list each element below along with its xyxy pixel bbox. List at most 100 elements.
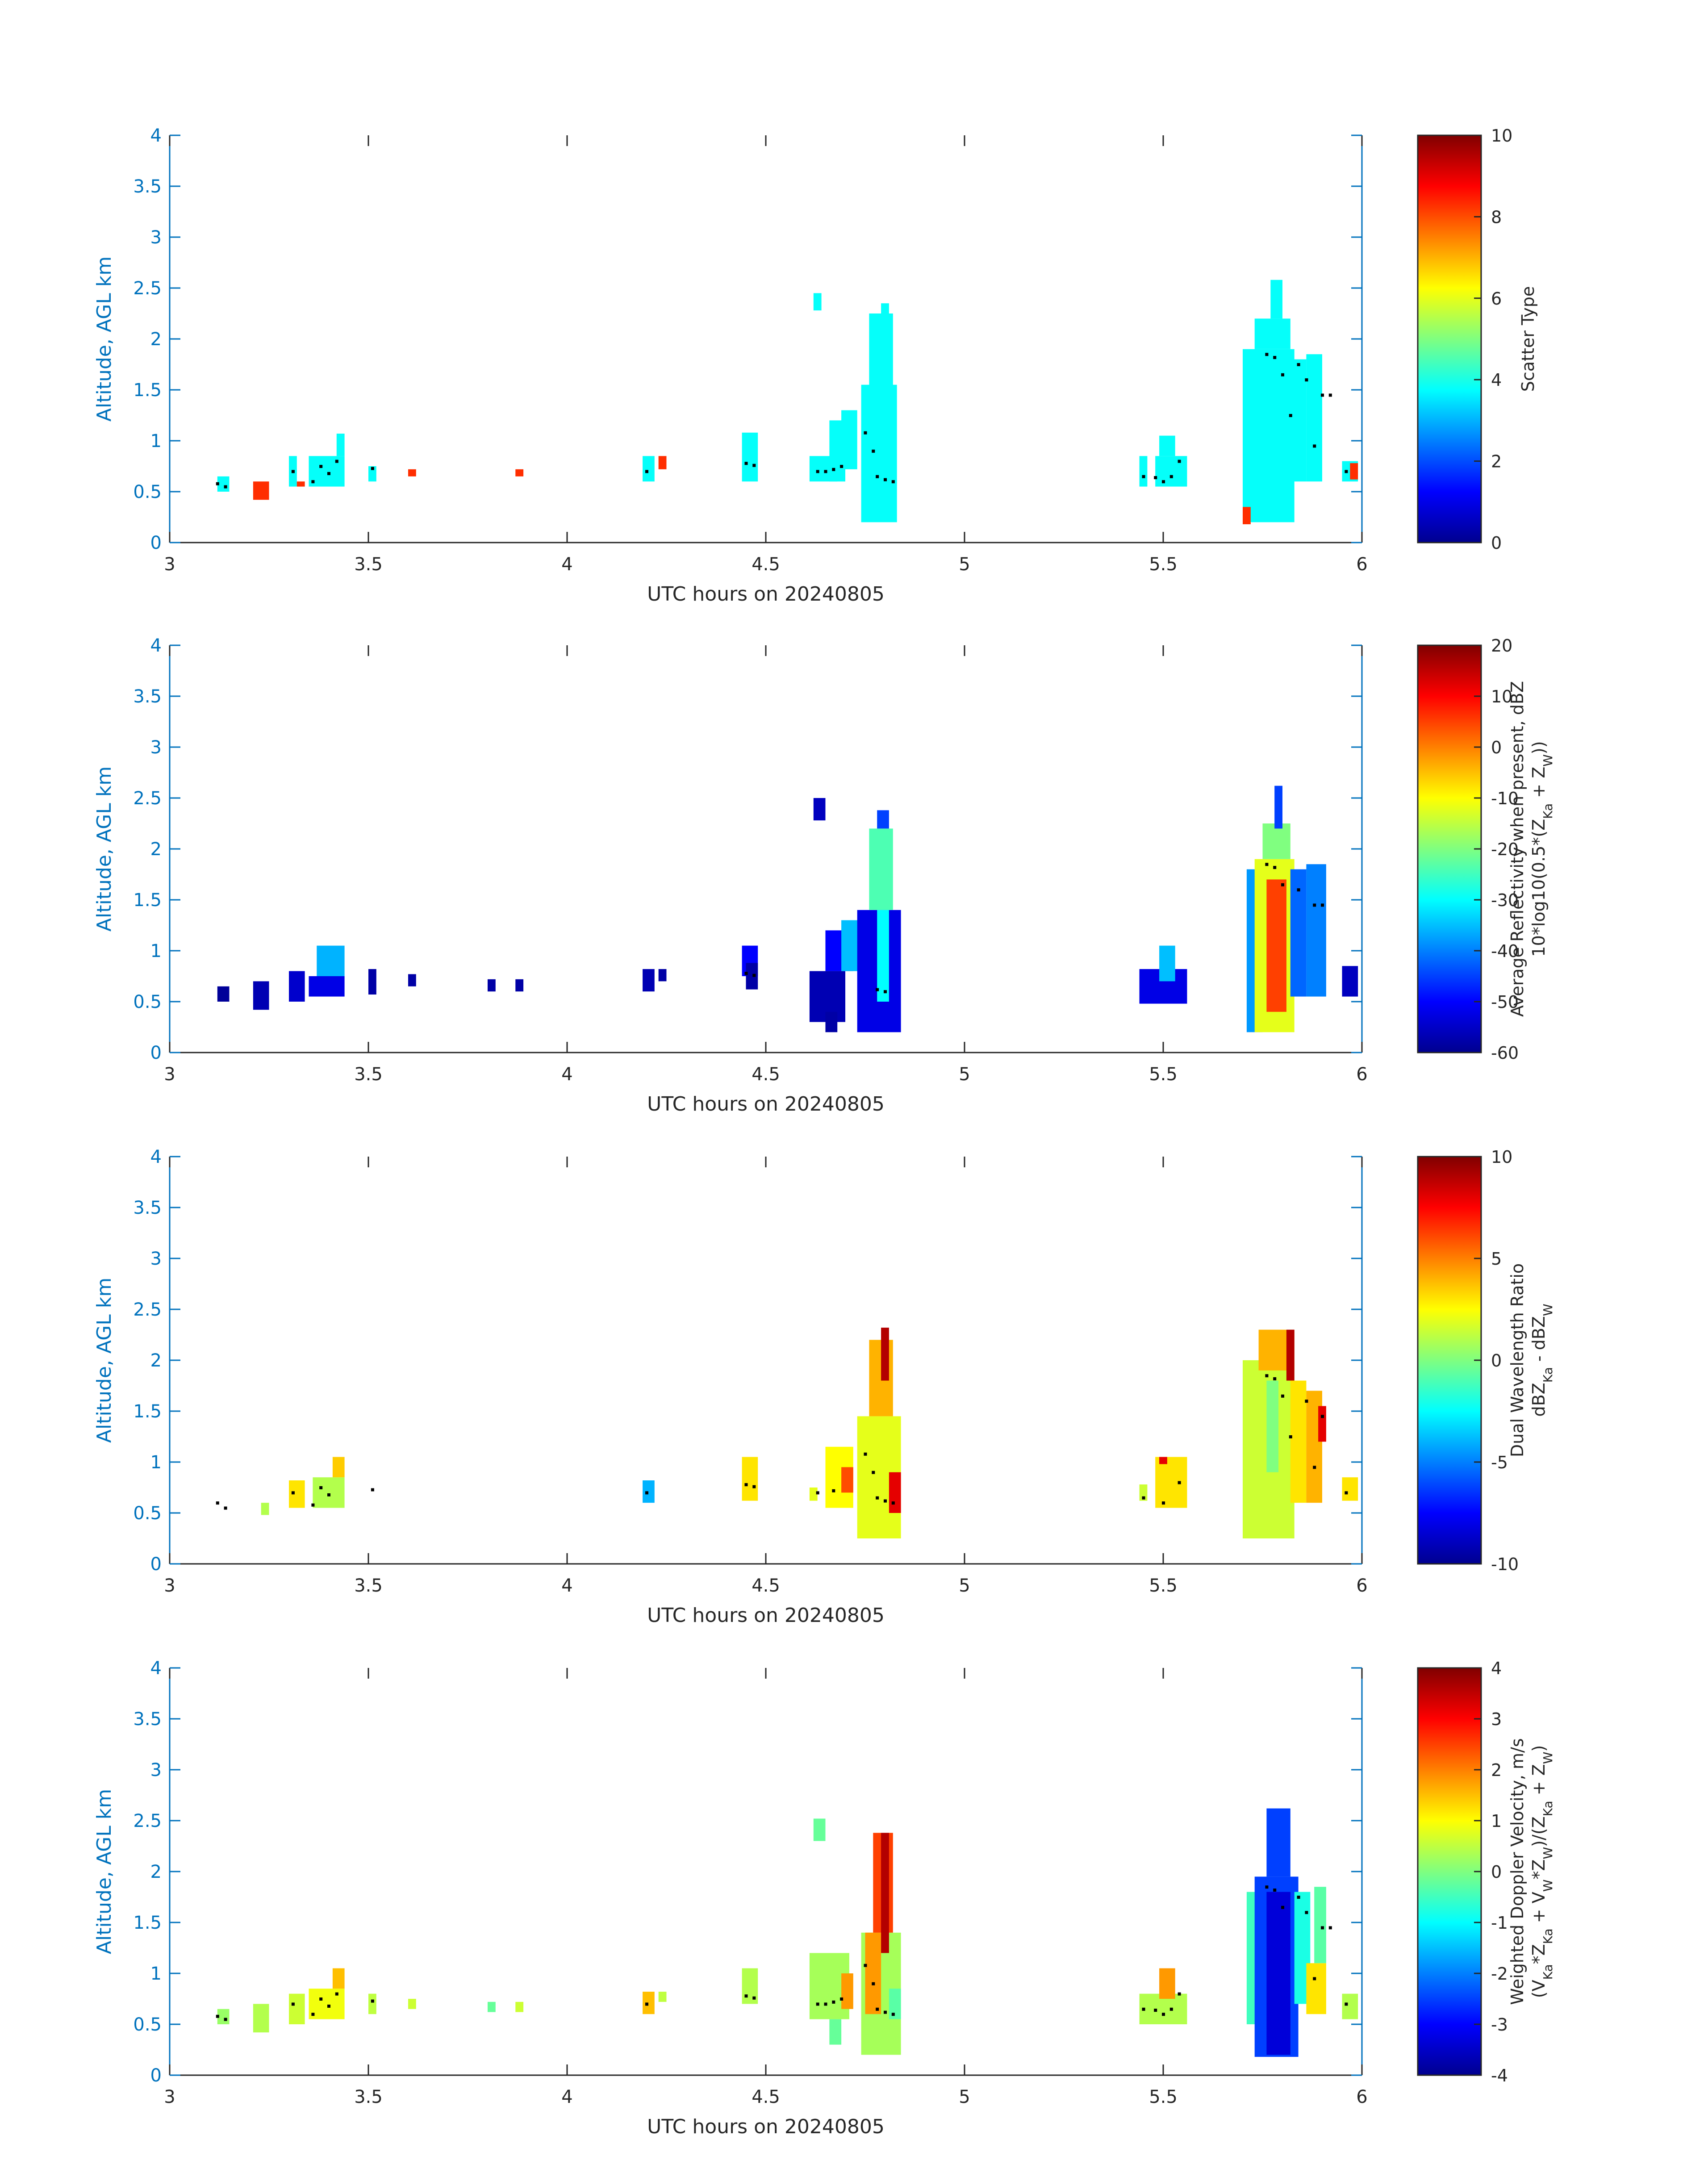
colorbar-tick-label: 10 xyxy=(1491,126,1512,146)
y-tick-label: 2 xyxy=(150,1350,162,1371)
heat-cell xyxy=(368,466,376,482)
heat-cell xyxy=(1155,1457,1187,1508)
heat-cell xyxy=(408,469,416,476)
colorbar-tick-label: -50 xyxy=(1491,992,1519,1012)
cloud-base-marker xyxy=(335,1992,338,1996)
colorbar xyxy=(1417,1156,1482,1565)
cloud-base-marker xyxy=(311,480,315,484)
panel-scatter-type: 3 3.5 4 4.5 5 5.5 6 0 0.5 1 1.5 2 2.5 3 3.5 4 UTC hours … xyxy=(93,125,1538,606)
heat-cell xyxy=(515,979,524,992)
x-tick-label: 4 xyxy=(561,1575,572,1596)
cloud-base-marker xyxy=(1273,866,1277,869)
cloud-base-marker xyxy=(1313,1466,1316,1469)
cloud-base-marker xyxy=(1321,393,1324,397)
colorbar-tick-label: 4 xyxy=(1491,370,1502,390)
x-tick-label: 4.5 xyxy=(752,1064,780,1085)
heat-cell xyxy=(1159,435,1175,456)
cloud-base-marker xyxy=(824,2002,827,2006)
cloud-base-marker xyxy=(1265,1374,1269,1378)
heat-cell xyxy=(253,2004,269,2033)
cloud-base-marker xyxy=(1321,903,1324,907)
cloud-base-marker xyxy=(1321,1926,1324,1930)
heat-cell xyxy=(658,456,667,469)
colorbar-label: Scatter Type xyxy=(1518,286,1538,392)
cloud-base-marker xyxy=(816,470,819,473)
y-tick-label: 1.5 xyxy=(133,380,162,401)
heat-cell xyxy=(1342,966,1358,997)
cloud-base-marker xyxy=(752,974,756,977)
cloud-base-marker xyxy=(1313,903,1316,907)
cloud-base-marker xyxy=(884,478,887,481)
colorbar-tick-label: -60 xyxy=(1491,1043,1519,1063)
cloud-base-marker xyxy=(1328,393,1332,397)
heat-cell xyxy=(1342,1993,1358,2019)
x-axis-label: UTC hours on 20240805 xyxy=(647,583,885,606)
heat-cell xyxy=(1139,456,1148,487)
x-tick-label: 6 xyxy=(1356,1064,1367,1085)
heat-cell xyxy=(1254,318,1290,349)
cloud-base-marker xyxy=(1142,475,1145,478)
cloud-base-marker xyxy=(1289,414,1292,417)
colorbar-tick-label: -5 xyxy=(1491,1453,1508,1472)
heat-cell xyxy=(1318,1406,1326,1442)
cloud-base-marker xyxy=(891,480,895,484)
heat-cell xyxy=(1266,1892,1290,2055)
x-tick-label: 4 xyxy=(561,2087,572,2107)
cloud-base-marker xyxy=(224,485,227,489)
cloud-base-marker xyxy=(319,465,323,468)
heat-cell xyxy=(488,2002,496,2012)
y-tick-label: 1 xyxy=(150,1964,162,1984)
heat-cell xyxy=(742,432,758,482)
cloud-base-marker xyxy=(876,1496,879,1500)
cloud-base-marker xyxy=(1162,480,1165,484)
heat-cell xyxy=(1306,1963,1326,2014)
x-tick-label: 5 xyxy=(959,554,970,575)
heat-cell xyxy=(515,469,524,476)
cloud-base-marker xyxy=(752,1485,756,1488)
cloud-base-marker xyxy=(1305,1911,1308,1914)
heat-cell xyxy=(1350,463,1358,480)
y-tick-label: 3.5 xyxy=(133,686,162,707)
cloud-base-marker xyxy=(832,2000,835,2004)
y-tick-label: 1.5 xyxy=(133,1401,162,1422)
y-tick-label: 0.5 xyxy=(133,1503,162,1524)
heat-cell xyxy=(742,1457,758,1501)
colorbar-tick-label: 4 xyxy=(1491,1659,1502,1678)
heat-cell xyxy=(643,1480,655,1503)
cloud-base-marker xyxy=(291,2002,295,2006)
heat-cell xyxy=(1266,1380,1279,1472)
cloud-base-marker xyxy=(1345,2002,1348,2006)
heat-cell xyxy=(825,1011,838,1032)
colorbar-label: Dual Wavelength Ratio xyxy=(1508,1263,1527,1457)
y-tick-label: 3.5 xyxy=(133,176,162,197)
cloud-base-marker xyxy=(1169,475,1173,478)
heat-cell xyxy=(1159,1968,1175,1999)
heat-cell xyxy=(309,1989,345,2019)
heat-cell xyxy=(1290,1380,1307,1503)
cloud-base-marker xyxy=(864,1452,867,1456)
x-tick-label: 3.5 xyxy=(354,554,383,575)
cloud-base-marker xyxy=(884,1499,887,1503)
cloud-base-marker xyxy=(891,1501,895,1505)
colorbar-tick-label: 10 xyxy=(1491,687,1512,706)
cloud-base-marker xyxy=(840,1997,844,2001)
y-tick-label: 4 xyxy=(150,125,162,146)
x-axis-label: UTC hours on 20240805 xyxy=(647,1604,885,1627)
colorbar-tick-label: 10 xyxy=(1491,1147,1512,1167)
y-tick-label: 1.5 xyxy=(133,1913,162,1933)
cloud-base-marker xyxy=(291,470,295,473)
cloud-base-marker xyxy=(216,482,219,485)
heat-cell xyxy=(332,1457,345,1478)
cloud-base-marker xyxy=(824,470,827,473)
cloud-base-marker xyxy=(744,1994,748,1998)
x-tick-label: 5.5 xyxy=(1149,1064,1178,1085)
cloud-base-marker xyxy=(645,470,648,473)
heat-cell xyxy=(296,481,305,487)
y-tick-label: 3.5 xyxy=(133,1709,162,1730)
cloud-base-marker xyxy=(840,465,844,468)
cloud-base-marker xyxy=(864,431,867,435)
colorbar-tick-label: 8 xyxy=(1491,207,1502,227)
panel-weighted-doppler-velocity: 3 3.5 4 4.5 5 5.5 6 0 0.5 1 1.5 2 2.5 3 3.5 4 UTC hours … xyxy=(93,1658,1555,2138)
cloud-base-marker xyxy=(327,1493,330,1496)
colorbar-tick-label: -10 xyxy=(1491,789,1519,808)
